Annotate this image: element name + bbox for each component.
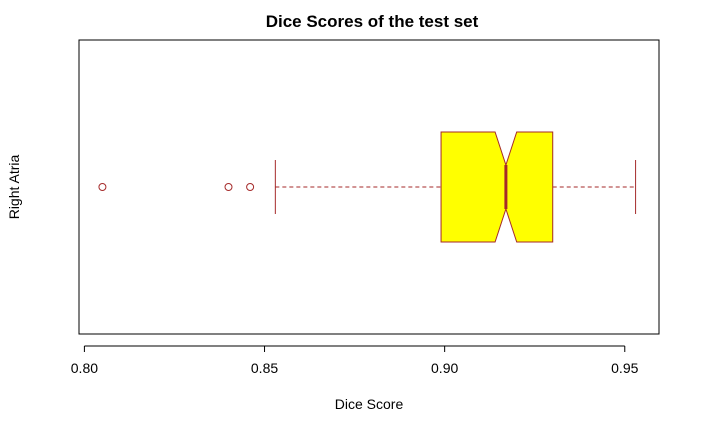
x-tick-label: 0.90	[431, 360, 458, 376]
outlier-point	[224, 183, 233, 191]
box-group	[274, 131, 637, 243]
x-tick-label: 0.80	[71, 360, 98, 376]
chart-title: Dice Scores of the test set	[266, 12, 479, 31]
outlier-point	[98, 183, 107, 191]
outlier-point	[246, 183, 255, 191]
x-axis-label: Dice Score	[335, 396, 404, 412]
y-axis-label: Right Atria	[6, 154, 22, 219]
notched-box	[440, 131, 554, 243]
x-tick-label: 0.95	[611, 360, 638, 376]
plot-frame	[78, 39, 660, 335]
x-ticks: 0.80 0.85 0.90 0.95	[71, 346, 639, 376]
outliers	[98, 183, 255, 191]
x-axis: 0.80 0.85 0.90 0.95	[71, 345, 639, 376]
x-tick-label: 0.85	[251, 360, 278, 376]
